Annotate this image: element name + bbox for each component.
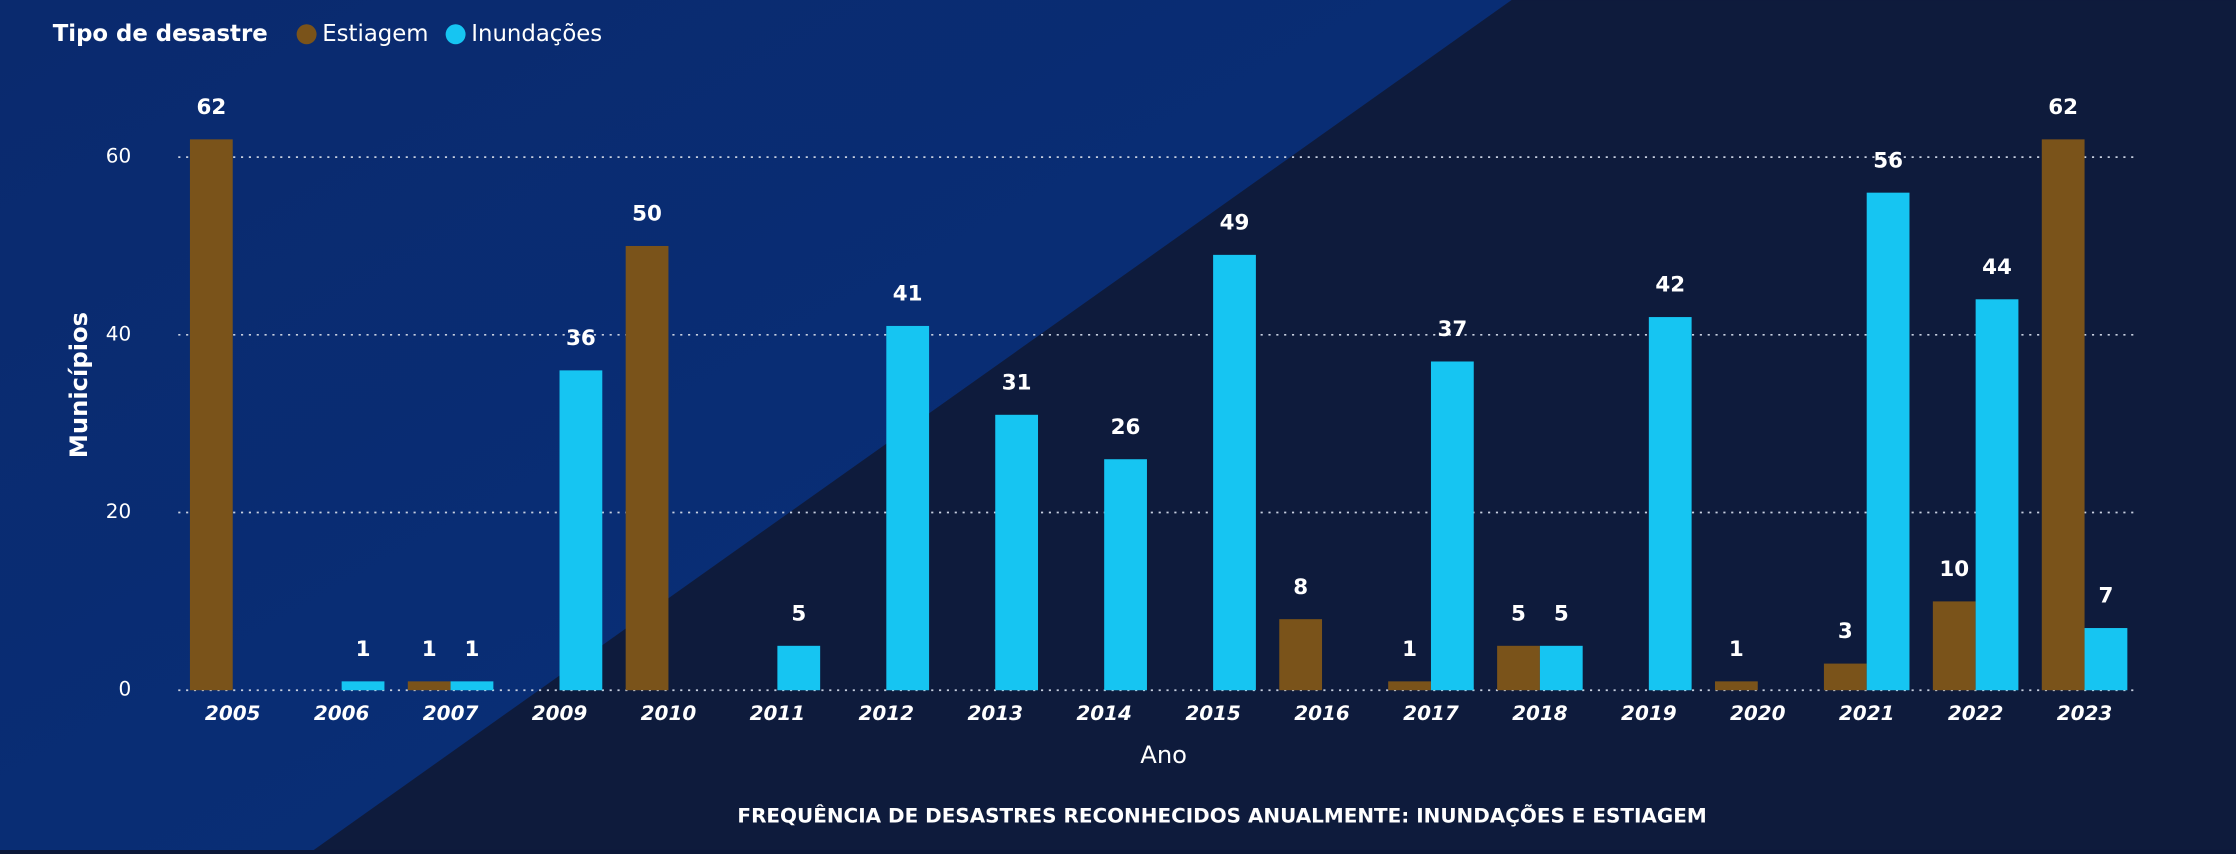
bar	[2041, 139, 2085, 691]
data-label: 62	[196, 95, 226, 120]
bar	[1388, 681, 1431, 691]
data-label: 8	[1293, 575, 1308, 600]
background-shape	[0, 0, 1512, 850]
legend-label: Inundações	[471, 21, 602, 47]
x-tick-label: 2019	[1621, 701, 1677, 725]
data-label: 41	[893, 282, 923, 307]
data-label: 50	[632, 202, 662, 227]
y-tick-label: 20	[106, 499, 131, 523]
x-tick-label: 2017	[1403, 701, 1459, 725]
legend-marker	[445, 24, 466, 45]
bar	[1648, 317, 1692, 691]
data-label: 26	[1111, 415, 1141, 440]
data-label: 1	[1402, 637, 1417, 662]
bar	[2084, 628, 2128, 691]
bar	[995, 414, 1039, 691]
bar	[886, 325, 930, 691]
bar	[559, 370, 603, 691]
bar	[1975, 299, 2019, 691]
data-label: 7	[2099, 584, 2114, 609]
y-tick-label: 0	[118, 677, 131, 701]
bar	[1279, 619, 1323, 691]
x-tick-label: 2006	[314, 701, 370, 725]
legend-title: Tipo de desastre	[53, 21, 268, 47]
data-label: 56	[1873, 148, 1903, 173]
x-tick-label: 2011	[750, 701, 806, 725]
data-label: 44	[1982, 255, 2012, 280]
bar	[407, 681, 451, 691]
bar	[341, 681, 385, 691]
data-label: 62	[2048, 95, 2078, 120]
x-tick-label: 2007	[423, 701, 479, 725]
x-tick-label: 2022	[1948, 701, 2004, 725]
x-tick-label: 2010	[641, 701, 697, 725]
x-tick-label: 2016	[1294, 701, 1350, 725]
data-label: 42	[1655, 273, 1685, 298]
bar	[1823, 663, 1867, 691]
legend-marker	[296, 24, 317, 45]
chart-title: FREQUÊNCIA DE DESASTRES RECONHECIDOS ANU…	[737, 804, 1706, 828]
legend-label: Estiagem	[322, 21, 428, 47]
data-label: 36	[566, 326, 596, 351]
data-label: 1	[1729, 637, 1744, 662]
y-tick-label: 40	[106, 321, 131, 345]
bar	[189, 139, 233, 691]
bar	[1932, 601, 1976, 691]
y-axis-title: Municípios	[64, 312, 93, 458]
x-tick-label: 2020	[1730, 701, 1786, 725]
x-tick-label: 2005	[205, 701, 261, 725]
bar	[777, 645, 821, 691]
data-label: 49	[1220, 210, 1250, 235]
data-label: 1	[422, 637, 437, 662]
data-label: 3	[1838, 619, 1853, 644]
data-label: 5	[1554, 601, 1569, 626]
data-label: 1	[465, 637, 480, 662]
bar	[1497, 645, 1540, 691]
x-tick-label: 2018	[1512, 701, 1568, 725]
data-label: 1	[356, 637, 371, 662]
bar	[1539, 645, 1583, 691]
bar	[625, 245, 669, 691]
x-tick-label: 2009	[532, 701, 588, 725]
bar	[1714, 681, 1758, 691]
bar	[450, 681, 494, 691]
y-tick-label: 60	[106, 144, 131, 168]
x-tick-label: 2012	[859, 701, 915, 725]
x-tick-label: 2021	[1839, 701, 1895, 725]
data-label: 37	[1437, 317, 1467, 342]
x-axis-title: Ano	[1140, 740, 1187, 769]
data-label: 5	[791, 601, 806, 626]
bar	[1213, 254, 1256, 691]
x-tick-label: 2013	[967, 701, 1023, 725]
bar	[1866, 192, 1910, 691]
data-label: 10	[1939, 557, 1969, 582]
data-label: 31	[1002, 370, 1032, 395]
x-tick-label: 2015	[1185, 701, 1241, 725]
x-tick-label: 2023	[2057, 701, 2113, 725]
x-tick-label: 2014	[1076, 701, 1132, 725]
data-label: 5	[1511, 601, 1526, 626]
bar	[1104, 459, 1147, 691]
bar	[1430, 361, 1474, 691]
